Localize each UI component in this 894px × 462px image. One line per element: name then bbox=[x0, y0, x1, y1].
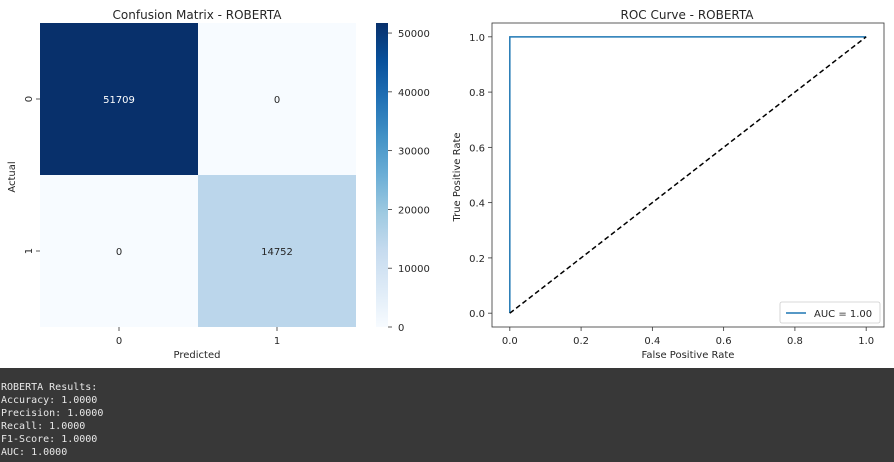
output-line: Recall: 1.0000 bbox=[1, 421, 86, 432]
roc-x-tick-label: 0.0 bbox=[502, 336, 518, 347]
roc-title: ROC Curve - ROBERTA bbox=[620, 8, 754, 22]
roc-y-tick-label: 0.0 bbox=[469, 309, 485, 320]
output-line: ROBERTA Results: bbox=[1, 382, 98, 393]
roc-curve-chart: ROC Curve - ROBERTA 0.0 0.2 0.4 0.6 0.8 1.0 0… bbox=[452, 8, 885, 361]
heatmap-x-axis-label: Predicted bbox=[174, 350, 221, 361]
roc-x-tick-label: 0.2 bbox=[573, 336, 589, 347]
confusion-matrix-title: Confusion Matrix - ROBERTA bbox=[113, 8, 283, 22]
legend-box bbox=[779, 301, 881, 324]
colorbar-tick-label: 50000 bbox=[398, 29, 430, 40]
output-line: F1-Score: 1.0000 bbox=[1, 434, 98, 445]
legend-label: AUC = 1.00 bbox=[814, 309, 872, 320]
roc-x-axis-label: False Positive Rate bbox=[642, 350, 735, 361]
roc-x-tick-label: 0.4 bbox=[644, 336, 660, 347]
colorbar bbox=[376, 23, 388, 327]
heatmap-x-tick-label: 0 bbox=[116, 336, 122, 347]
heatmap-cell-label: 0 bbox=[274, 95, 280, 106]
colorbar-tick-label: 20000 bbox=[398, 205, 430, 216]
roc-y-tick-label: 1.0 bbox=[469, 33, 485, 44]
heatmap-cell bbox=[198, 175, 356, 327]
heatmap-y-tick-label: 1 bbox=[24, 248, 35, 254]
colorbar-tick-label: 40000 bbox=[398, 88, 430, 99]
roc-x-tick-label: 0.8 bbox=[787, 336, 803, 347]
roc-series bbox=[509, 36, 867, 314]
roc-curve-line bbox=[509, 36, 867, 314]
figure: Confusion Matrix - ROBERTA 51709 0 0 14752 … bbox=[7, 8, 885, 361]
heatmap-cell bbox=[198, 23, 356, 175]
roc-x-ticks: 0.0 0.2 0.4 0.6 0.8 1.0 bbox=[502, 327, 874, 347]
roc-y-tick-label: 0.6 bbox=[469, 143, 485, 154]
heatmap-y-tick-label: 0 bbox=[24, 96, 35, 102]
confusion-matrix-chart: Confusion Matrix - ROBERTA 51709 00 14752 … bbox=[7, 8, 430, 361]
roc-diagonal-line bbox=[509, 36, 867, 314]
colorbar-tick-label: 10000 bbox=[398, 264, 430, 275]
heatmap-y-ticks: 01 bbox=[24, 96, 40, 254]
roc-x-tick-label: 0.6 bbox=[716, 336, 732, 347]
output-line: Precision: 1.0000 bbox=[1, 408, 104, 419]
heatmap-cell-label: 0 bbox=[116, 247, 122, 258]
heatmap-cells: 51709 0 0 14752 bbox=[40, 23, 356, 327]
heatmap-cell-label: 14752 bbox=[261, 247, 293, 258]
roc-x-tick-label: 1.0 bbox=[858, 336, 874, 347]
heatmap-cell-label: 51709 bbox=[103, 95, 135, 106]
heatmap-y-axis-label: Actual bbox=[7, 161, 18, 192]
roc-y-tick-label: 0.2 bbox=[469, 254, 485, 265]
output-line: AUC: 1.0000 bbox=[1, 447, 68, 458]
figure-canvas: Confusion Matrix - ROBERTA 51709 00 14752 … bbox=[7, 8, 885, 361]
output-line: Accuracy: 1.0000 bbox=[1, 395, 98, 406]
roc-legend: AUC = 1.00 bbox=[779, 301, 881, 324]
colorbar-tick-label: 0 bbox=[398, 323, 404, 334]
heatmap-cell bbox=[40, 23, 198, 175]
heatmap-x-tick-label: 1 bbox=[274, 336, 280, 347]
roc-y-ticks: 0.0 0.2 0.4 0.6 0.8 1.0 bbox=[469, 33, 492, 320]
output-panel: ROBERTA Results: Accuracy: 1.0000 Precis… bbox=[0, 368, 894, 462]
roc-y-tick-label: 0.4 bbox=[469, 199, 485, 210]
heatmap-cell bbox=[40, 175, 198, 327]
colorbar-tick-label: 30000 bbox=[398, 147, 430, 158]
roc-y-tick-label: 0.8 bbox=[469, 88, 485, 99]
colorbar-ticks: 0 10000 20000 30000 40000 50000 bbox=[388, 29, 430, 334]
roc-y-axis-label: True Positive Rate bbox=[452, 132, 463, 222]
